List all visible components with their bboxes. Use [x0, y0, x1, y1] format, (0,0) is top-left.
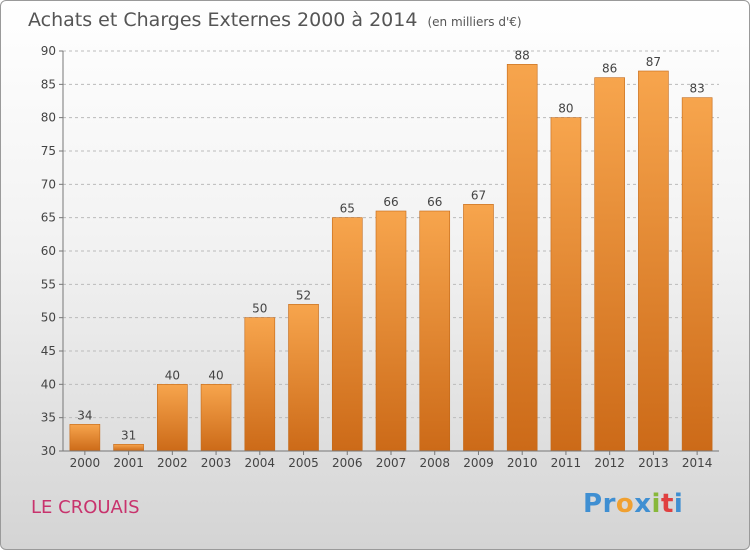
- x-tick-label-2004: 2004: [245, 456, 276, 470]
- chart-title: Achats et Charges Externes 2000 à 2014 (e…: [28, 9, 522, 31]
- x-axis: 2000 2001 2002 2003 2004 2005 2006 2007 2008 2009…: [63, 450, 719, 470]
- value-label-2005: 52: [296, 288, 311, 302]
- value-label-2014: 83: [689, 82, 704, 96]
- logo-letter: r: [602, 489, 616, 519]
- x-tick-label-2007: 2007: [376, 456, 407, 470]
- x-tick-label-2010: 2010: [507, 456, 538, 470]
- bar-2007: [375, 210, 407, 452]
- x-tick-label-2000: 2000: [70, 456, 101, 470]
- value-label-2003: 40: [208, 368, 223, 382]
- value-label-2010: 88: [515, 48, 530, 62]
- logo-letter: i: [673, 489, 684, 519]
- bar-2009: [463, 204, 494, 452]
- value-labels: 34 31 40 40 50 52 65 66 66 67 88 80 86 87 83: [77, 48, 705, 442]
- value-label-2001: 31: [121, 428, 136, 442]
- x-tick-label-2003: 2003: [201, 456, 232, 470]
- y-tick-label: 55: [41, 277, 56, 291]
- value-label-2013: 87: [646, 55, 661, 69]
- bar-2002: [157, 384, 188, 452]
- bar-2014: [681, 97, 713, 452]
- proxiti-logo: Proxiti: [583, 489, 683, 519]
- value-label-2000: 34: [77, 408, 92, 422]
- logo-letter: t: [660, 489, 674, 519]
- bar-2012: [594, 77, 625, 452]
- bar-2004: [244, 317, 276, 452]
- logo-letter: i: [651, 489, 661, 519]
- value-label-2012: 86: [602, 62, 617, 76]
- chart-title-main: Achats et Charges Externes 2000 à 2014: [28, 9, 418, 31]
- value-label-2002: 40: [165, 368, 180, 382]
- value-label-2007: 66: [383, 195, 398, 209]
- y-tick-label: 30: [41, 444, 56, 458]
- bar-2013: [638, 70, 669, 452]
- bar-2000: [69, 424, 101, 452]
- x-tick-label-2002: 2002: [157, 456, 188, 470]
- commune-name: LE CROUAIS: [31, 497, 140, 518]
- bar-2005: [288, 304, 319, 452]
- y-tick-label: 75: [41, 144, 56, 158]
- y-tick-label: 85: [41, 77, 56, 91]
- bar-2011: [550, 117, 582, 452]
- y-tick-label: 45: [41, 344, 56, 358]
- value-label-2008: 66: [427, 195, 442, 209]
- bars: [69, 64, 713, 452]
- x-tick-label-2012: 2012: [594, 456, 625, 470]
- x-tick-label-2009: 2009: [463, 456, 494, 470]
- x-tick-label-2001: 2001: [113, 456, 144, 470]
- x-tick-label-2013: 2013: [638, 456, 669, 470]
- x-tick-label-2014: 2014: [682, 456, 713, 470]
- y-axis: 30 35 40 45 50 55 60 65 70 75 80 85 90: [41, 44, 64, 458]
- y-tick-label: 35: [41, 411, 56, 425]
- value-label-2009: 67: [471, 188, 486, 202]
- value-label-2006: 65: [340, 202, 355, 216]
- x-tick-label-2005: 2005: [288, 456, 319, 470]
- y-tick-label: 65: [41, 211, 56, 225]
- logo-letter: P: [583, 489, 603, 519]
- x-tick-label-2006: 2006: [332, 456, 363, 470]
- bar-2008: [419, 210, 451, 452]
- x-tick-label-2008: 2008: [419, 456, 450, 470]
- value-label-2011: 80: [558, 102, 573, 116]
- bar-2003: [200, 384, 232, 452]
- y-tick-label: 90: [41, 44, 56, 58]
- y-tick-label: 40: [41, 377, 56, 391]
- value-label-2004: 50: [252, 302, 267, 316]
- logo-letter: x: [634, 489, 652, 519]
- y-tick-label: 50: [41, 311, 56, 325]
- x-tick-label-2011: 2011: [551, 456, 582, 470]
- bar-2001: [113, 444, 144, 452]
- chart-title-unit: (en milliers d'€): [427, 15, 522, 29]
- bar-2010: [506, 64, 538, 452]
- y-tick-label: 60: [41, 244, 56, 258]
- bar-2006: [331, 217, 363, 452]
- logo-letter: o: [615, 489, 635, 519]
- y-tick-label: 70: [41, 177, 56, 191]
- y-tick-label: 80: [41, 111, 56, 125]
